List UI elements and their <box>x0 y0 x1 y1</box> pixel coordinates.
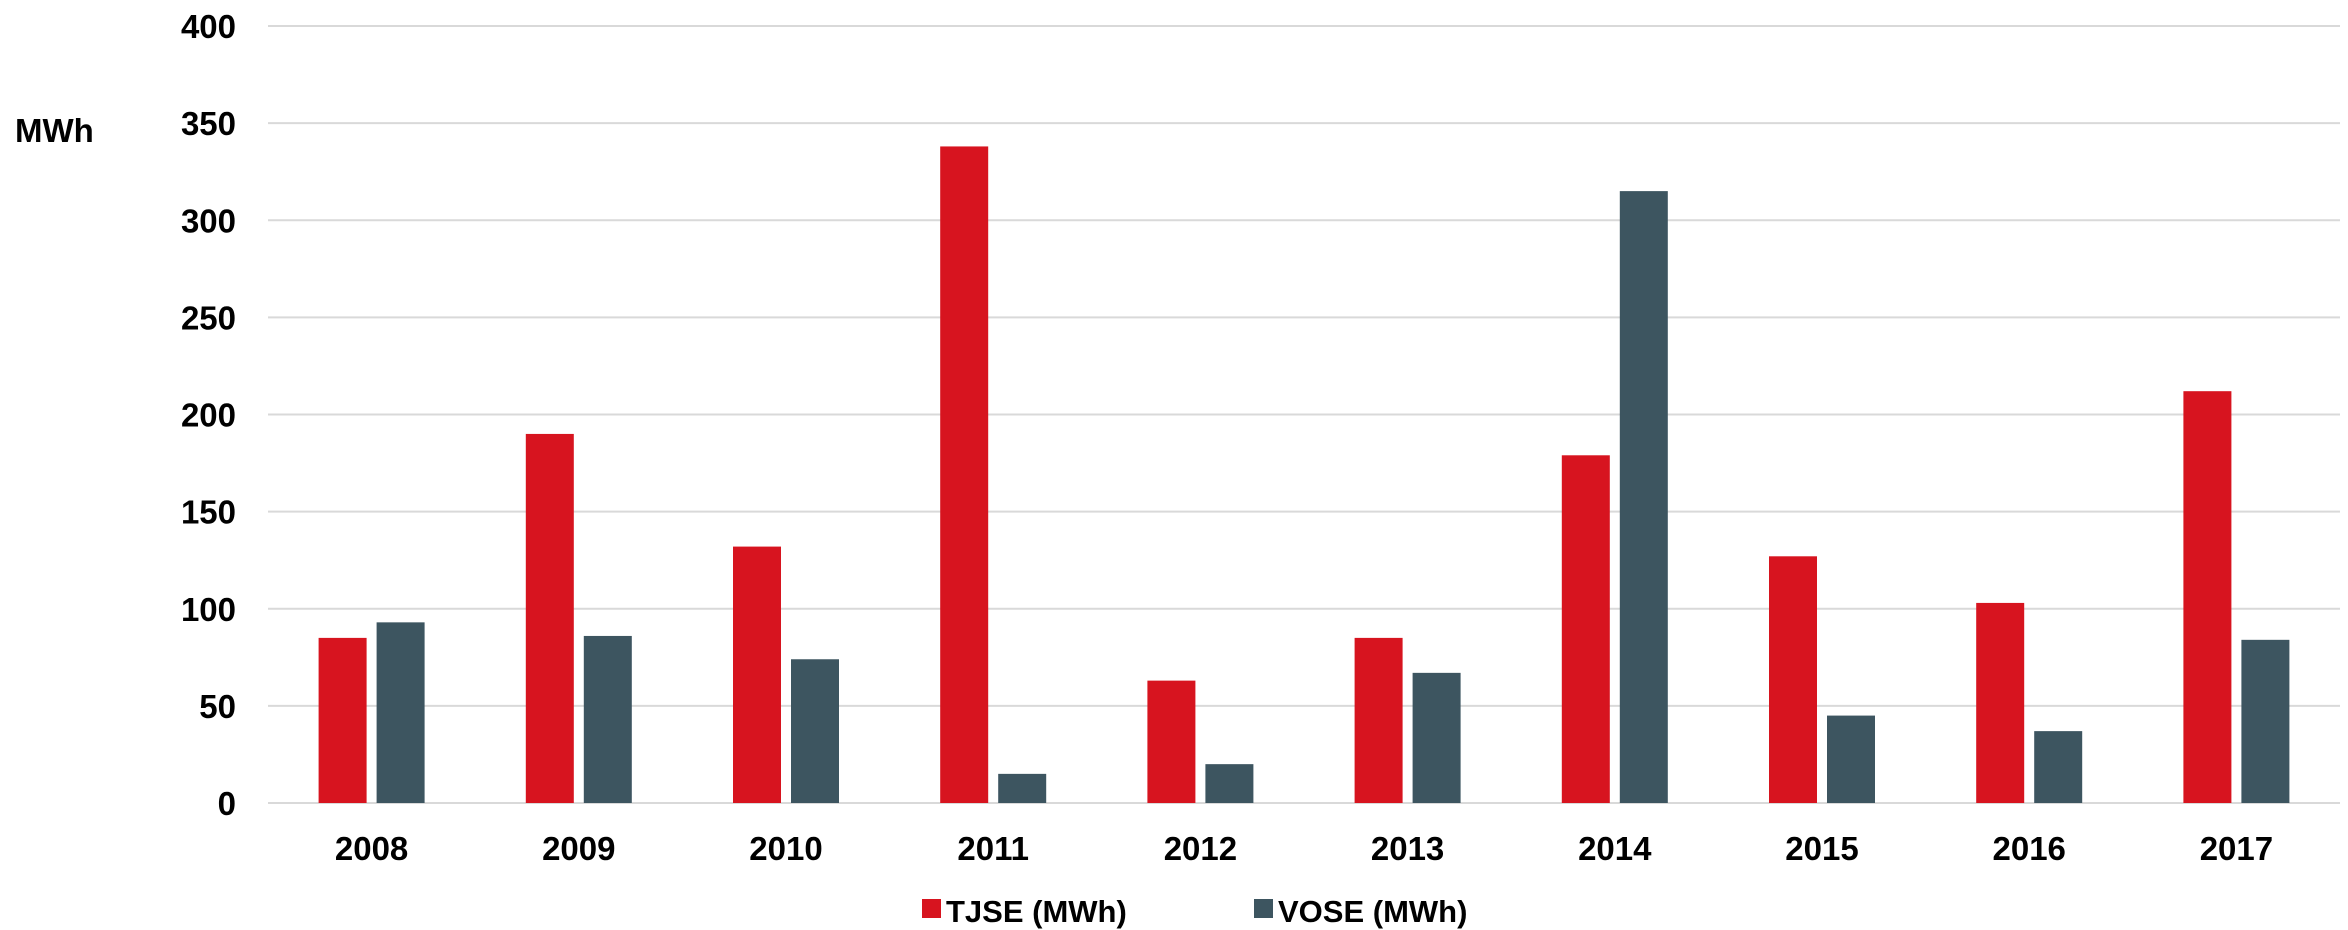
bar-tjse-2010 <box>733 546 781 803</box>
bar-tjse-2016 <box>1976 602 2025 803</box>
x-tick-label: 2008 <box>335 830 408 867</box>
bar-tjse-2009 <box>525 433 574 803</box>
y-tick-label: 0 <box>218 785 236 822</box>
bar-vose-2014 <box>1619 191 1668 804</box>
x-tick-label: 2011 <box>957 830 1029 867</box>
y-tick-label: 100 <box>181 591 236 628</box>
y-tick-label: 250 <box>181 299 236 336</box>
y-tick-label: 350 <box>181 105 236 142</box>
x-tick-label: 2013 <box>1371 830 1444 867</box>
bar-vose-2016 <box>2034 731 2083 803</box>
x-tick-label: 2014 <box>1578 830 1652 867</box>
bar-tjse-2008 <box>318 637 367 803</box>
bar-vose-2011 <box>998 773 1047 803</box>
bar-vose-2009 <box>583 635 632 803</box>
y-tick-label: 200 <box>181 397 236 434</box>
y-tick-label: 400 <box>181 8 236 45</box>
bar-tjse-2013 <box>1354 637 1403 803</box>
x-tick-label: 2017 <box>2200 830 2273 867</box>
legend: TJSE (MWh) VOSE (MWh) <box>922 894 1467 929</box>
bar-tjse-2011 <box>940 146 989 803</box>
bar-tjse-2015 <box>1769 556 1817 803</box>
y-axis-ticks: 0 50 100 150 200 250 300 350 400 <box>181 8 236 822</box>
bar-vose-2012 <box>1205 764 1254 803</box>
bar-tjse-2014 <box>1561 455 1610 803</box>
bars <box>318 146 2290 804</box>
x-axis-ticks: 2008 2009 2010 2011 2012 2013 2014 2015 2016 2017 <box>335 830 2273 867</box>
legend-label: VOSE (MWh) <box>1278 894 1467 929</box>
x-tick-label: 2012 <box>1164 830 1237 867</box>
y-tick-label: 150 <box>181 494 236 531</box>
bar-vose-2017 <box>2241 639 2290 803</box>
bar-vose-2013 <box>1412 672 1461 803</box>
bar-tjse-2017 <box>2183 391 2232 803</box>
x-tick-label: 2009 <box>542 830 615 867</box>
legend-label: TJSE (MWh) <box>946 894 1127 929</box>
x-tick-label: 2010 <box>749 830 822 867</box>
gridlines <box>268 25 2340 804</box>
y-tick-label: 50 <box>199 688 236 725</box>
bar-vose-2010 <box>791 659 839 803</box>
x-tick-label: 2015 <box>1785 830 1858 867</box>
bar-vose-2015 <box>1827 715 1875 803</box>
legend-swatch <box>922 899 941 918</box>
y-tick-label: 300 <box>181 202 236 239</box>
bar-vose-2008 <box>376 622 425 803</box>
bar-tjse-2012 <box>1147 680 1196 803</box>
y-axis-label: MWh <box>15 112 94 149</box>
x-tick-label: 2016 <box>1992 830 2065 867</box>
legend-swatch <box>1254 899 1273 918</box>
